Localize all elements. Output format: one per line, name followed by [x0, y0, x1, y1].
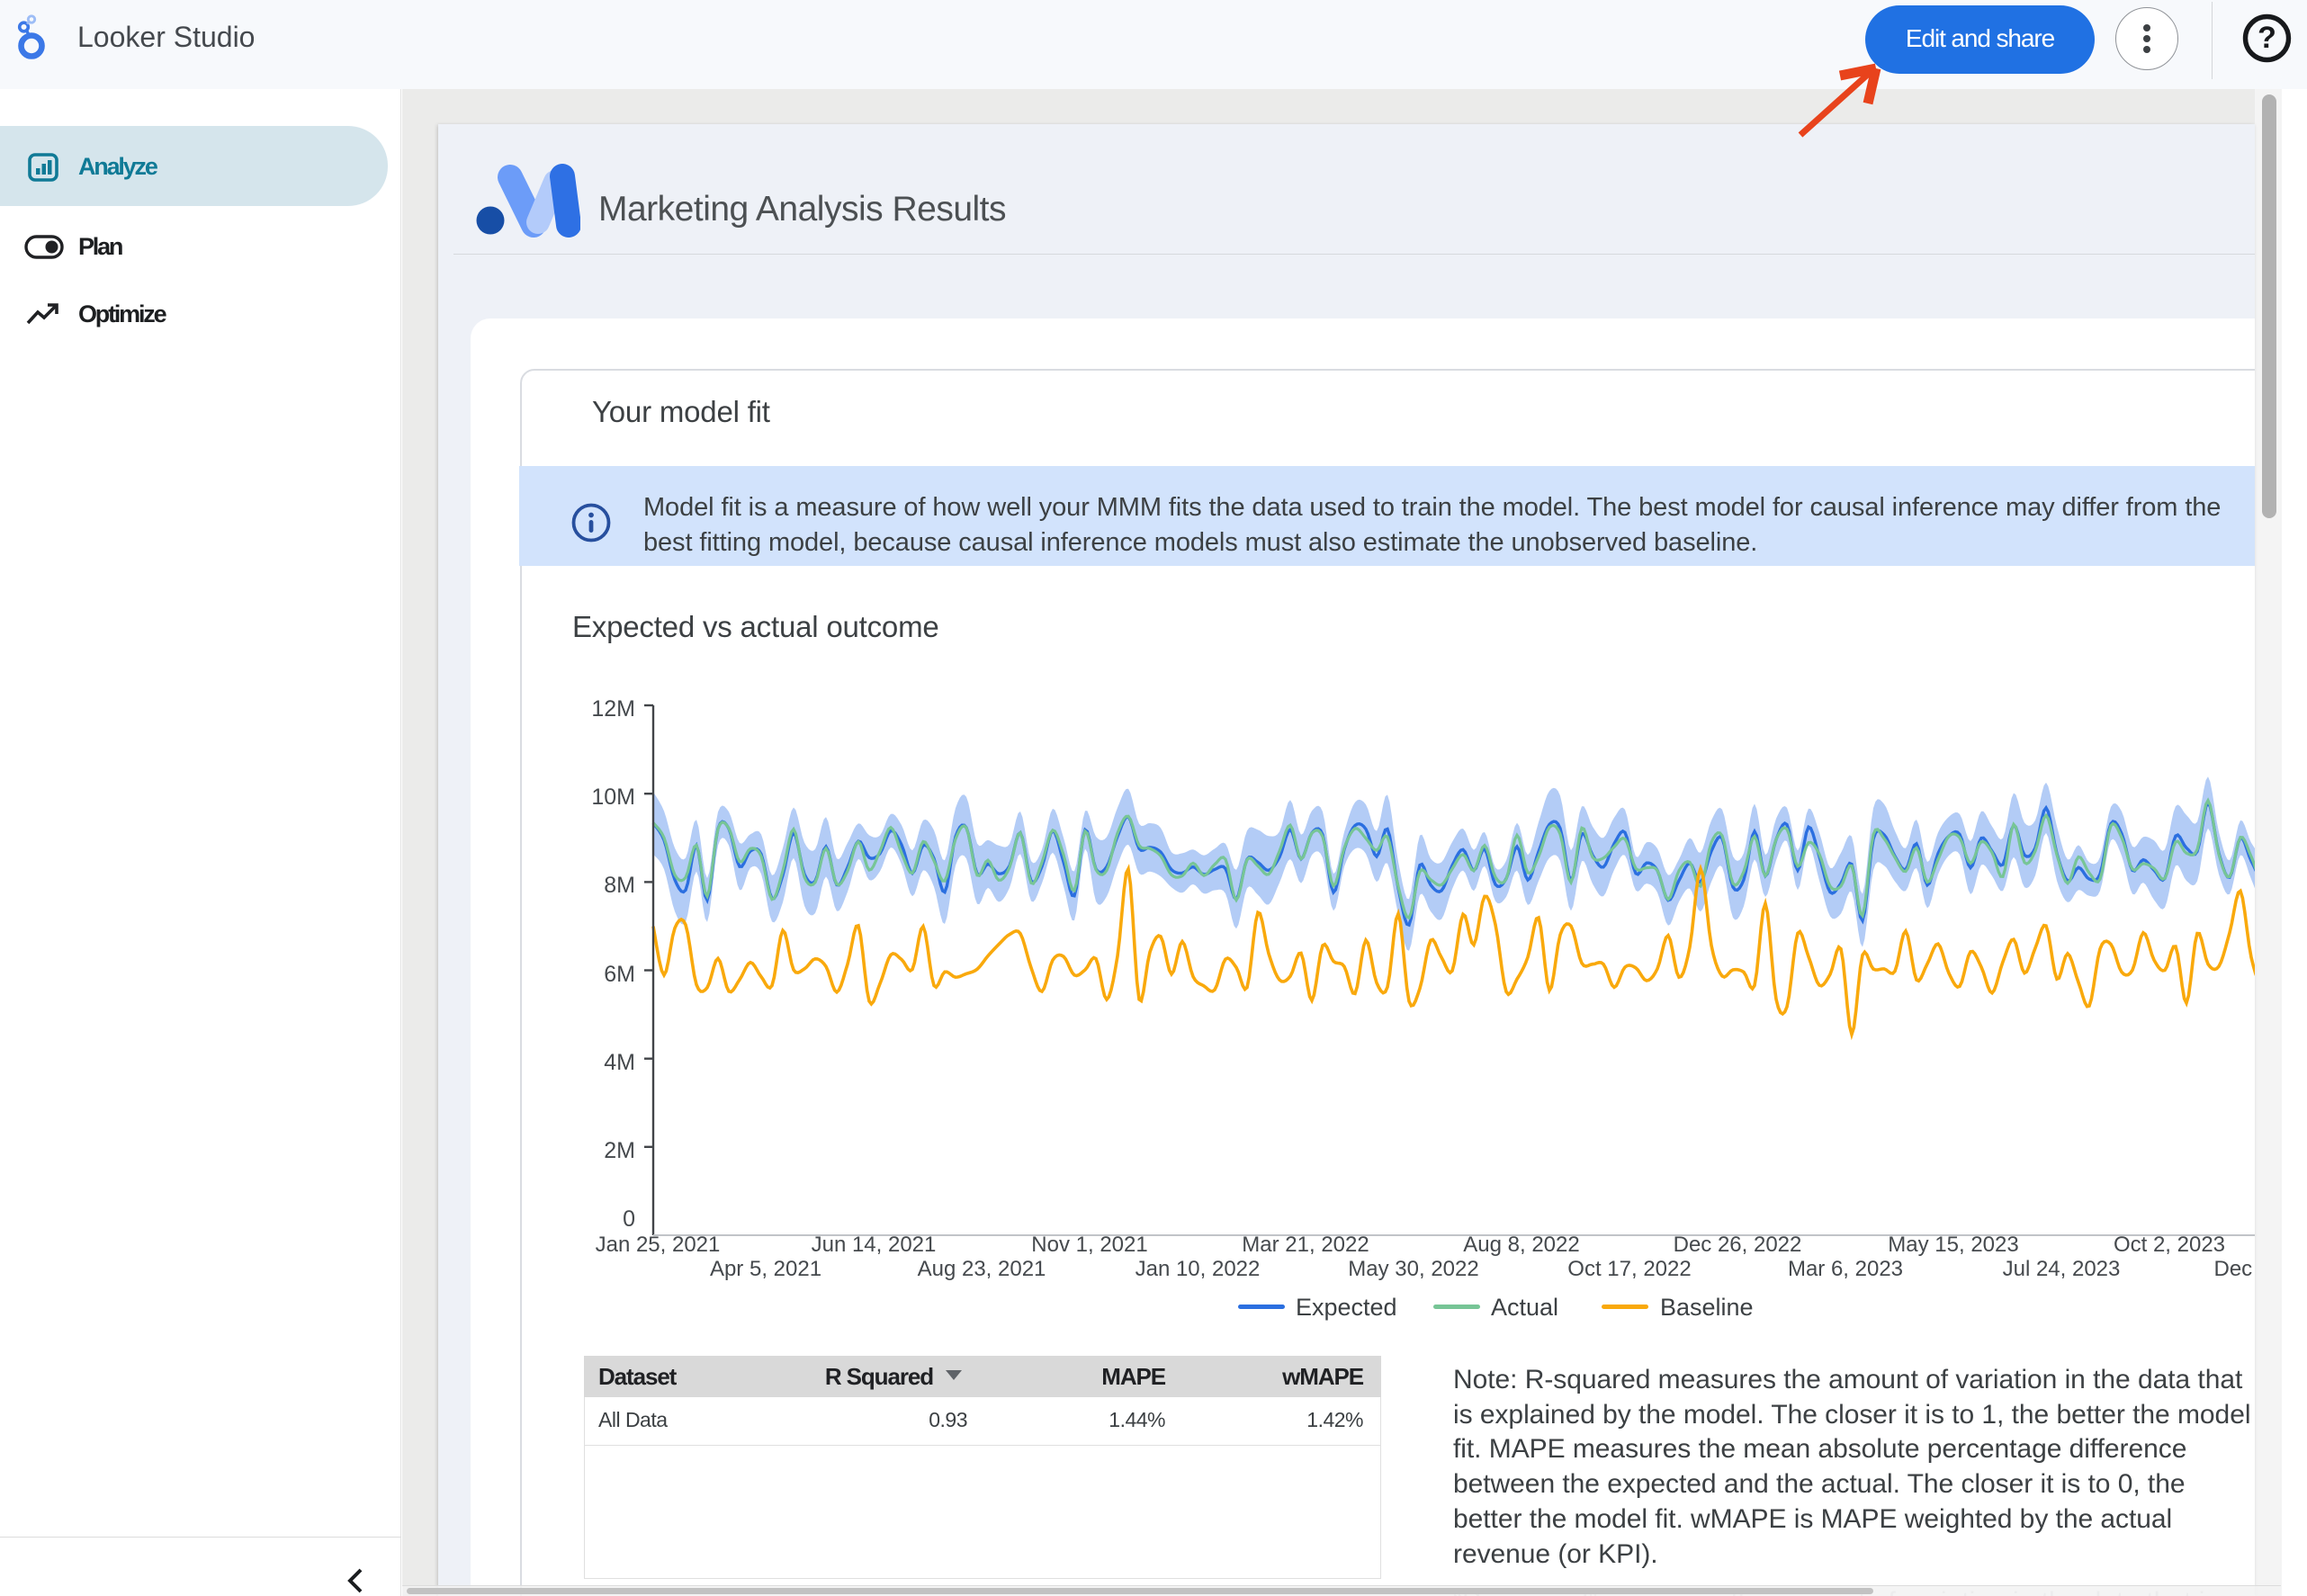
svg-text:?: ?: [2258, 21, 2276, 55]
